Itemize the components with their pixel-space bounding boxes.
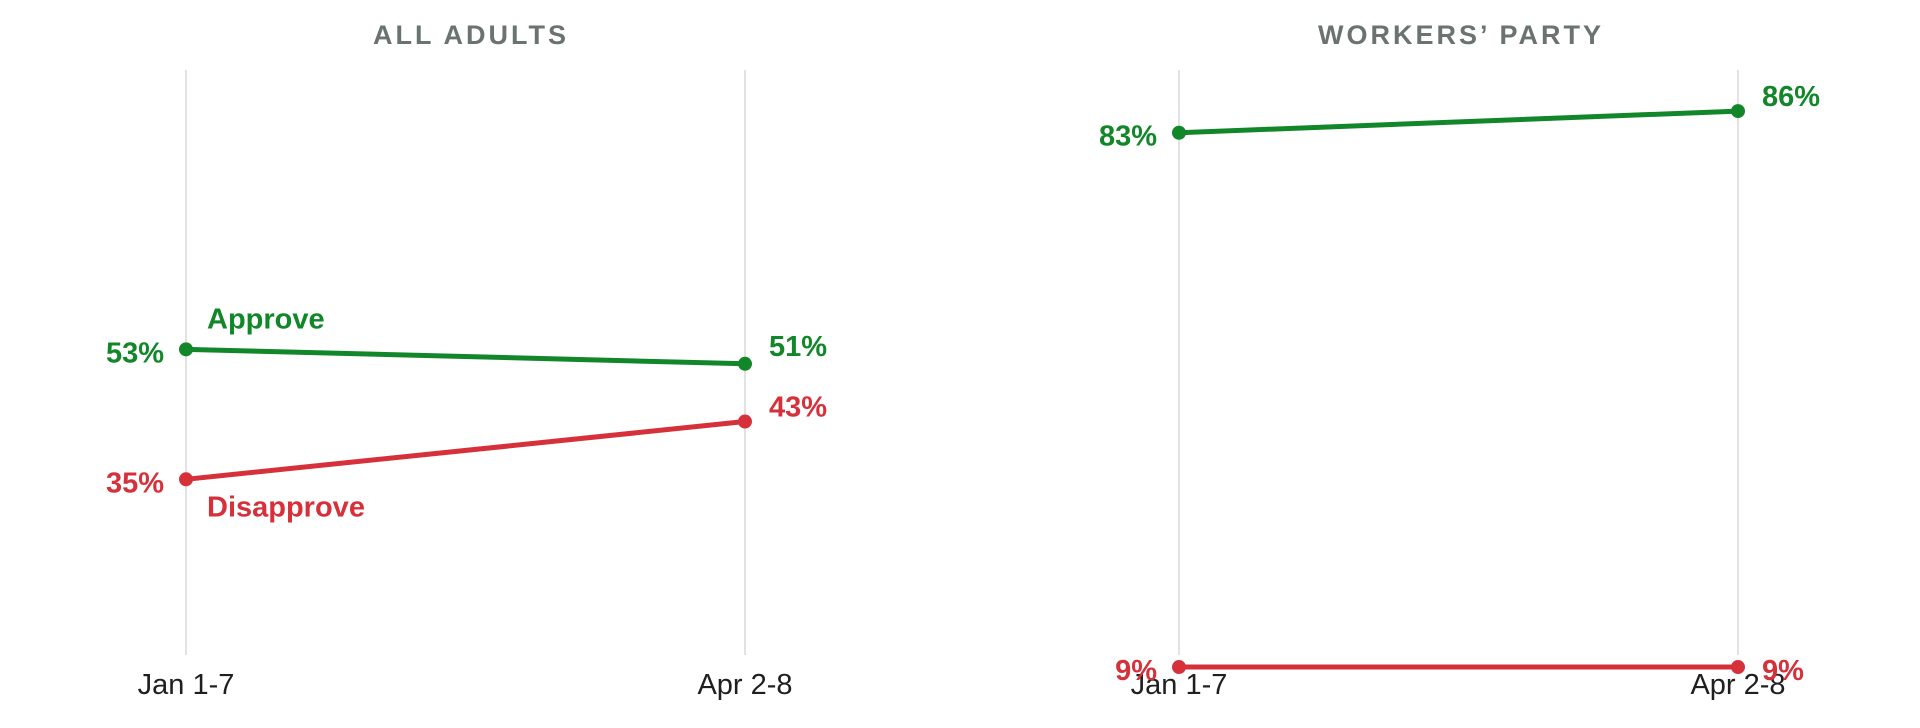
- approve-series-label: Approve: [207, 303, 325, 335]
- disapprove-point: [738, 414, 752, 429]
- disapprove-point: [1731, 660, 1745, 675]
- approve-point: [738, 356, 752, 371]
- disapprove-value-label: 43%: [769, 392, 827, 424]
- x-tick-label: Jan 1-7: [1131, 669, 1228, 701]
- panel-title: ALL ADULTS: [373, 20, 569, 50]
- disapprove-series-line: [183, 419, 748, 482]
- x-tick-label: Apr 2-8: [1690, 669, 1785, 701]
- approve-value-label: 53%: [106, 337, 164, 369]
- disapprove-point: [1172, 660, 1186, 675]
- approve-series-line: [183, 346, 748, 367]
- approve-value-label: 86%: [1762, 81, 1820, 113]
- disapprove-series-label: Disapprove: [207, 491, 365, 523]
- approve-value-label: 51%: [769, 331, 827, 363]
- x-tick-label: Apr 2-8: [697, 669, 792, 701]
- approve-value-label: 83%: [1099, 121, 1157, 153]
- approve-point: [1731, 104, 1745, 119]
- approve-point: [1172, 125, 1186, 140]
- disapprove-point: [179, 472, 193, 487]
- disapprove-value-label: 9%: [1762, 655, 1804, 687]
- x-tick-label: Jan 1-7: [138, 669, 235, 701]
- disapprove-value-label: 35%: [106, 467, 164, 499]
- disapprove-value-label: 9%: [1115, 655, 1157, 687]
- approve-series-line: [1176, 108, 1741, 136]
- panel-title: WORKERS’ PARTY: [1318, 20, 1604, 50]
- approve-point: [179, 342, 193, 357]
